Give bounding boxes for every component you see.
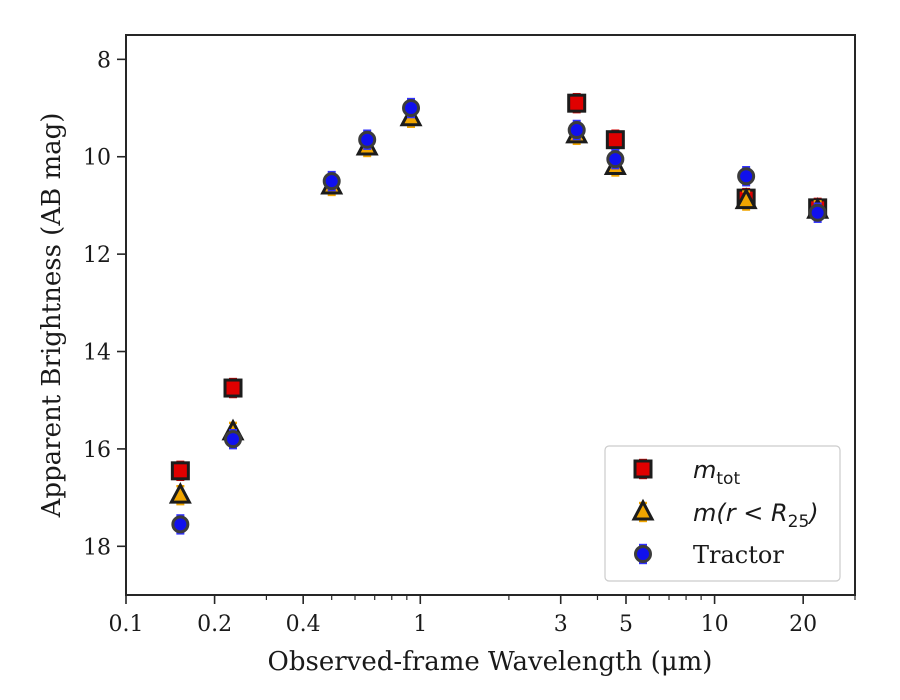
triangle-marker	[168, 481, 192, 504]
x-tick-label: 5	[619, 612, 633, 637]
triangle-marker	[631, 498, 655, 521]
y-tick-label: 8	[97, 48, 111, 73]
legend: mtot m(r < R25) Tractor	[604, 445, 841, 582]
legend-marker-square	[633, 458, 653, 480]
data-point	[170, 460, 190, 482]
circle-marker	[171, 515, 190, 534]
data-point	[322, 170, 341, 192]
x-tick-label: 0.4	[286, 612, 321, 637]
legend-marker-triangle	[631, 498, 655, 523]
data-point	[224, 428, 243, 450]
circle-marker	[567, 120, 586, 139]
data-point	[567, 92, 587, 114]
square-marker	[605, 130, 625, 150]
x-tick-label: 0.1	[109, 612, 144, 637]
data-point	[606, 148, 625, 170]
data-point	[223, 377, 243, 399]
circle-marker	[808, 203, 827, 222]
data-point	[808, 202, 827, 223]
plot-frame	[125, 34, 856, 596]
data-point	[168, 481, 192, 506]
tick-layer: 0.1 0.2 0.4 1 3 5 10 20 8 10 12 14 16 18	[83, 48, 856, 637]
square-marker	[223, 378, 243, 398]
circle-marker	[322, 172, 341, 191]
x-tick-label: 10	[701, 612, 729, 637]
legend-markers	[631, 458, 655, 565]
legend-box	[604, 445, 841, 582]
circle-marker	[634, 545, 652, 563]
data-point	[358, 129, 377, 150]
data-point	[567, 119, 586, 141]
y-tick-label: 10	[83, 146, 111, 171]
marks-layer	[168, 92, 830, 535]
data-point	[605, 129, 625, 150]
x-axis-title: Observed-frame Wavelength (μm)	[268, 647, 713, 677]
y-axis-title: Apparent Brightness (AB mag)	[37, 113, 67, 519]
y-tick-label: 14	[83, 341, 111, 366]
square-marker	[633, 459, 653, 479]
data-point	[734, 187, 758, 211]
square-marker	[170, 461, 190, 481]
data-point	[402, 97, 421, 119]
x-tick-label: 0.2	[197, 612, 232, 637]
circle-marker	[402, 99, 421, 118]
x-tick-label: 1	[413, 612, 427, 637]
y-tick-label: 18	[83, 535, 111, 560]
legend-label-mr25: m(r < R25)	[693, 499, 819, 532]
legend-marker-circle	[634, 543, 652, 565]
circle-marker	[737, 167, 756, 186]
circle-marker	[358, 130, 377, 149]
y-tick-label: 16	[83, 438, 111, 463]
y-tick-label: 12	[83, 243, 111, 268]
circle-marker	[606, 150, 625, 169]
square-marker	[567, 93, 587, 113]
data-point	[171, 514, 190, 535]
series-circle	[171, 97, 827, 535]
triangle-marker	[734, 187, 758, 210]
x-tick-label: 20	[789, 612, 817, 637]
data-point	[737, 166, 756, 187]
x-tick-label: 3	[554, 612, 568, 637]
legend-label-tractor: Tractor	[693, 541, 784, 569]
circle-marker	[224, 430, 243, 449]
